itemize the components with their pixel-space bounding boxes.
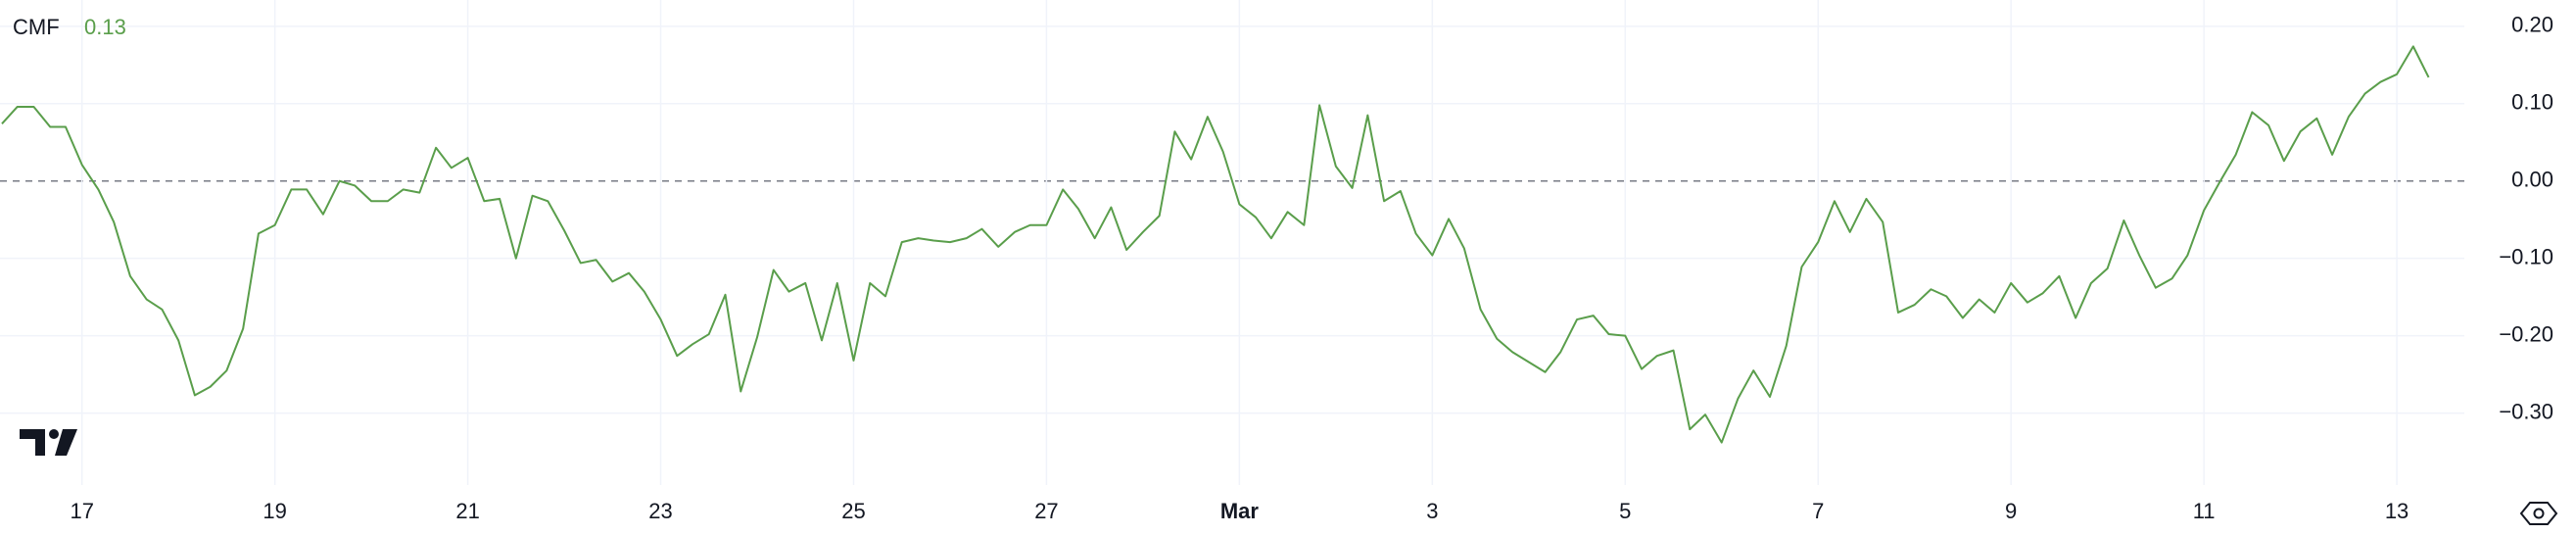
grid [0,0,2464,485]
x-tick-label: Mar [1220,499,1260,523]
x-tick-label: 21 [455,499,479,523]
x-tick-label: 19 [262,499,286,523]
x-tick-label: 9 [2005,499,2017,523]
y-tick-label: −0.30 [2499,399,2553,423]
cmf-line [1,45,2430,444]
x-tick-label: 17 [70,499,93,523]
y-tick-label: 0.00 [2511,168,2553,192]
plot [1,45,2430,444]
x-tick-label: 3 [1426,499,1438,523]
y-tick-label: −0.20 [2499,321,2553,346]
y-tick-label: 0.10 [2511,90,2553,115]
x-tick-label: 5 [1619,499,1631,523]
settings-button[interactable] [2519,502,2558,525]
x-tick-label: 23 [648,499,672,523]
indicator-label: CMF [13,15,60,39]
y-tick-label: 0.20 [2511,13,2553,37]
indicator-value: 0.13 [84,15,126,39]
y-tick-label: −0.10 [2499,244,2553,268]
x-tick-label: 11 [2193,499,2216,523]
x-tick-label: 7 [1812,499,1824,523]
logo [20,429,77,456]
x-tick-label: 25 [841,499,865,523]
x-tick-label: 13 [2385,499,2409,523]
x-tick-label: 27 [1034,499,1058,523]
